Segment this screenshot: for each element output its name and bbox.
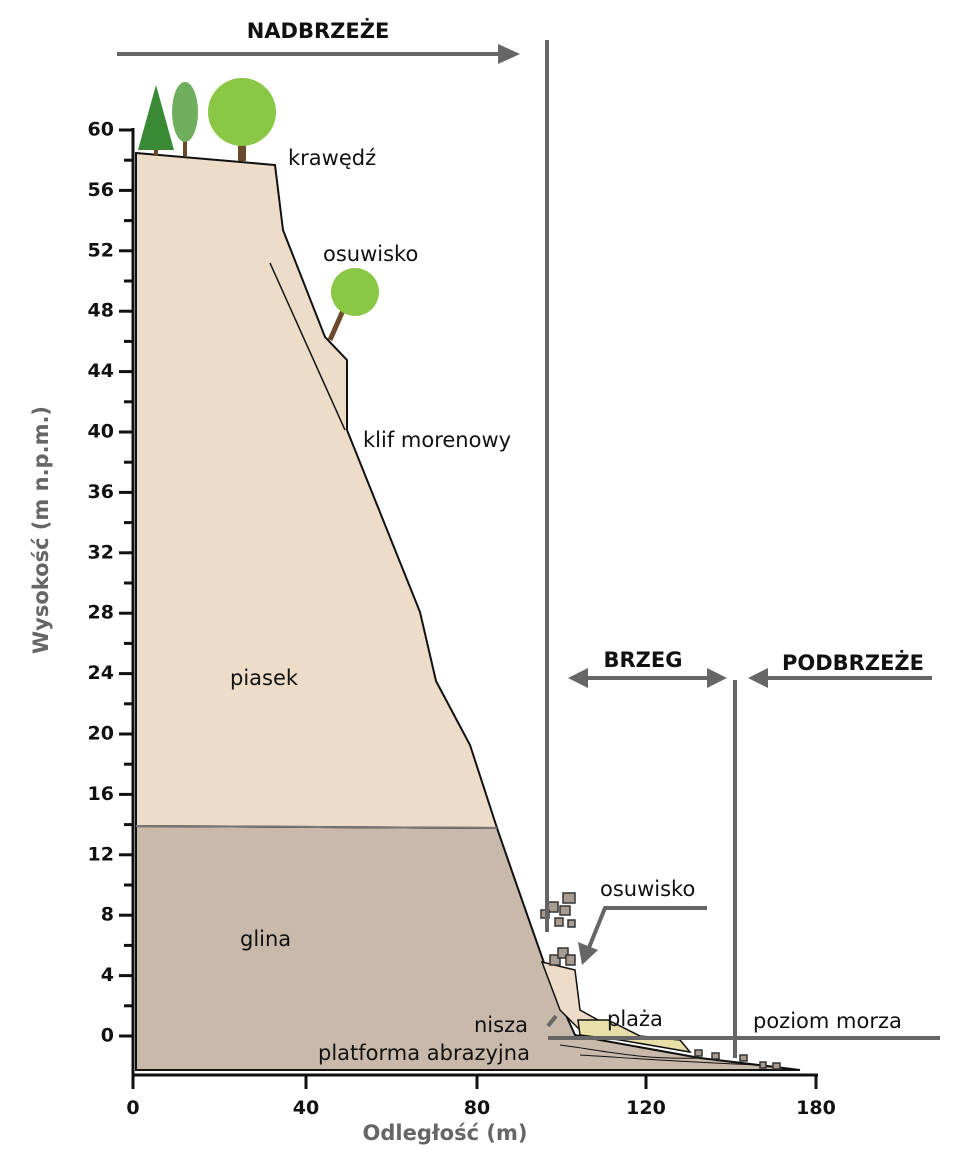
arrow-head <box>498 44 520 64</box>
x-axis-title: Odległość (m) <box>363 1121 528 1145</box>
y-tick-label: 20 <box>88 723 114 745</box>
x-tick-label: 120 <box>626 1097 666 1119</box>
trees <box>138 78 379 342</box>
arrow-head <box>578 942 598 965</box>
arrow-head <box>748 668 768 688</box>
y-tick-label: 0 <box>101 1025 114 1047</box>
y-axis-title: Wysokość (m n.p.m.) <box>29 406 53 654</box>
label: piasek <box>230 666 299 690</box>
zone-label: BRZEG <box>604 648 683 672</box>
platform-lines <box>559 1044 761 1066</box>
y-tick-label: 12 <box>88 843 114 865</box>
arrow <box>546 1014 558 1028</box>
label: nisza <box>474 1013 528 1037</box>
label: osuwisko <box>600 877 695 901</box>
label: glina <box>240 927 291 951</box>
label: krawędź <box>288 146 376 170</box>
zone-label: NADBRZEŻE <box>247 18 390 43</box>
layer-boundary <box>135 825 498 829</box>
y-tick-label: 44 <box>88 360 114 382</box>
y-tick-label: 36 <box>88 481 114 503</box>
y-tick-label: 56 <box>88 179 114 201</box>
arrow <box>586 906 707 951</box>
arrow-head <box>707 668 727 688</box>
label: poziom morza <box>753 1009 902 1033</box>
y-tick-label: 28 <box>88 602 114 624</box>
y-tick-label: 24 <box>88 662 114 684</box>
y-tick-label: 8 <box>101 904 114 926</box>
x-tick-label: 40 <box>293 1097 319 1119</box>
label: osuwisko <box>323 242 418 266</box>
y-tick-label: 32 <box>88 541 114 563</box>
sand-layer <box>135 151 499 830</box>
label: plaża <box>607 1007 663 1031</box>
slip-line <box>269 262 346 431</box>
arrow-head <box>568 668 588 688</box>
label: klif morenowy <box>363 428 511 452</box>
x-tick-label: 0 <box>126 1097 139 1119</box>
y-tick-label: 16 <box>88 783 114 805</box>
y-tick-label: 60 <box>88 119 114 141</box>
x-tick-label: 180 <box>796 1097 836 1119</box>
x-tick-label: 80 <box>464 1097 490 1119</box>
zone-label: PODBRZEŻE <box>782 650 924 675</box>
y-tick-label: 40 <box>88 421 114 443</box>
y-tick-label: 48 <box>88 300 114 322</box>
y-tick-label: 52 <box>88 239 114 261</box>
label: platforma abrazyjna <box>318 1041 530 1065</box>
clay-layer <box>135 824 801 1071</box>
y-tick-label: 4 <box>101 964 114 986</box>
